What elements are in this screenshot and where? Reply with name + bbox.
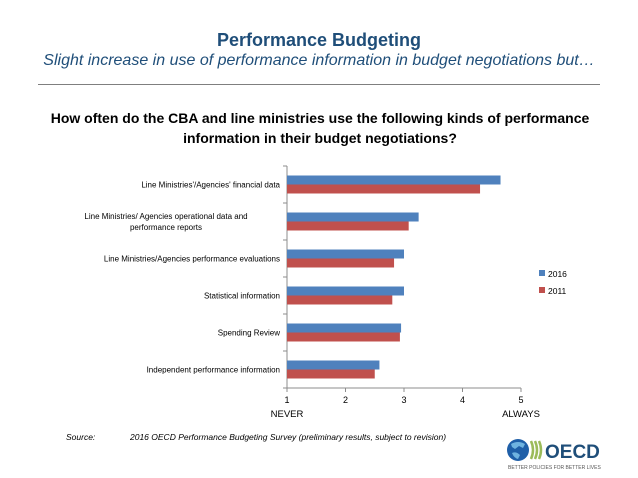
bar-2011 (287, 369, 375, 379)
slide-title: Performance Budgeting (216, 30, 422, 50)
logo-name: OECD (545, 442, 600, 463)
logo-tagline: BETTER POLICIES FOR BETTER LIVES (508, 465, 601, 471)
category-label: Spending Review (218, 329, 280, 338)
category-label: Statistical information (204, 292, 280, 301)
category-label: Line Ministries'/Agencies' financial dat… (141, 181, 280, 190)
bar-2016 (287, 286, 404, 296)
source-text: 2016 OECD Performance Budgeting Survey (… (130, 432, 447, 442)
x-tick-label: 5 (518, 395, 523, 405)
category-label: Line Ministries/Agencies performance eva… (104, 255, 280, 264)
category-label: Line Ministries/ Agencies operational da… (84, 212, 247, 232)
x-tick-label: 1 (284, 395, 289, 405)
x-tick-label: 4 (460, 395, 465, 405)
logo-arcs (529, 440, 543, 460)
x-tick-label: 3 (401, 395, 406, 405)
legend-label-2016: 2016 (548, 269, 567, 279)
bar-2011 (287, 295, 393, 305)
x-axis-never-label: NEVER (271, 409, 304, 420)
bar-2011 (287, 221, 409, 231)
bar-2016 (287, 249, 404, 259)
slide-subtitle: Slight increase in use of performance in… (43, 52, 595, 69)
bar-2011 (287, 332, 400, 342)
title-divider (38, 84, 600, 85)
bar-2016 (287, 360, 380, 370)
globe-icon (507, 439, 529, 461)
bar-2011 (287, 184, 481, 194)
legend-label-2011: 2011 (548, 286, 567, 296)
bar-2016 (287, 175, 501, 185)
x-tick-label: 2 (343, 395, 348, 405)
chart-question: How often do the CBA and line ministries… (50, 110, 590, 146)
bar-2011 (287, 258, 395, 268)
legend-swatch-2011 (539, 287, 545, 293)
bar-2016 (287, 323, 402, 333)
source-label: Source: (66, 432, 96, 442)
category-label: Independent performance information (147, 366, 280, 375)
x-axis-always-label: ALWAYS (502, 409, 540, 420)
oecd-logo: OECD BETTER POLICIES FOR BETTER LIVES (507, 439, 601, 471)
legend-swatch-2016 (539, 270, 545, 276)
bar-2016 (287, 212, 419, 222)
